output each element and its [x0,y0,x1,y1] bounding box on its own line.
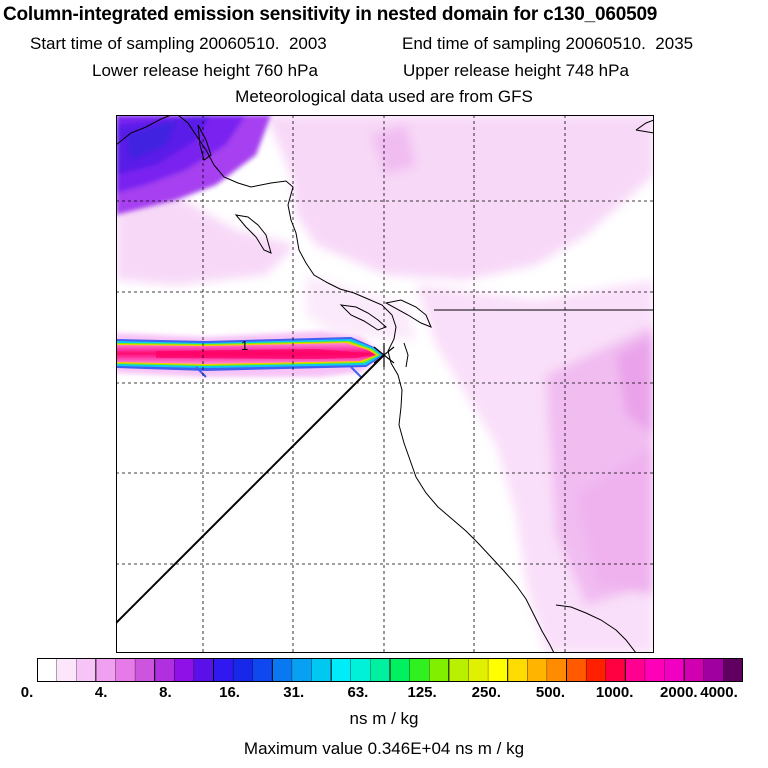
met-note: Meteorological data used are from GFS [235,87,533,106]
sampling-start-label: Start time of sampling [30,34,195,53]
colorbar-cell [330,658,352,682]
colorbar-cell [174,658,195,682]
flight-track [116,354,385,624]
colorbar-cell [448,658,470,682]
colorbar-cell [271,658,293,682]
map-frame [116,115,654,653]
max-value: Maximum value 0.346E+04 ns m / kg [243,739,525,758]
colorbar [37,658,743,682]
colorbar-cell [213,658,235,682]
colorbar-tick-label: 31. [283,684,305,701]
colorbar-cell [389,658,411,682]
colorbar-cell [409,658,430,682]
colorbar-tick-label: 500. [535,684,566,701]
release-lower-value: 760 hPa [254,61,318,80]
release-upper-value: 748 hPa [565,61,629,80]
sensitivity-map: 1 [116,115,654,653]
colorbar-cell [37,658,58,682]
colorbar-cell [134,658,156,682]
colorbar-cell [193,658,215,682]
colorbar-cell [546,658,568,682]
colorbar-cell [723,658,743,682]
colorbar-tick-label: 1000. [595,684,634,701]
colorbar-cell [115,658,136,682]
sampling-end-value: 20060510. 2035 [565,34,694,53]
colorbar-cell [624,658,646,682]
colorbar-cell [95,658,117,682]
colorbar-cell [429,658,450,682]
colorbar-cell [154,658,176,682]
sampling-end: End time of sampling 20060510. 2035 [402,34,693,54]
release-lower-label: Lower release height [92,61,250,80]
colorbar-cell [664,658,685,682]
sampling-start: Start time of sampling 20060510. 2003 [30,34,327,54]
colorbar-cell [585,658,607,682]
release-lower: Lower release height 760 hPa [92,61,318,81]
colorbar-cell [76,658,97,682]
colorbar-units: ns m / kg [349,709,419,728]
release-upper: Upper release height 748 hPa [403,61,629,81]
colorbar-tick-label: 0. [20,684,34,701]
colorbar-tick-label: 4000. [700,684,738,701]
colorbar-cell [311,658,332,682]
colorbar-cell [370,658,391,682]
colorbar-cell [703,658,725,682]
release-upper-label: Upper release height [403,61,561,80]
colorbar-cell [56,658,77,682]
colorbar-tick-label: 8. [159,684,172,701]
colorbar-cell [252,658,273,682]
colorbar-cell [527,658,548,682]
colorbar-cell [350,658,372,682]
colorbar-tick-label: 250. [471,684,501,701]
colorbar-cell [566,658,588,682]
plot-title: Column-integrated emission sensitivity i… [3,4,658,25]
colorbar-cell [605,658,626,682]
colorbar-tick-label: 2000. [660,684,698,701]
colorbar-tick-label: 16. [219,684,240,701]
sampling-end-label: End time of sampling [402,34,561,53]
colorbar-cell [644,658,666,682]
colorbar-tick-label: 4. [94,684,108,701]
sensitivity-field-corner [116,115,271,215]
colorbar-frame [37,658,743,682]
colorbar-cell [487,658,509,682]
colorbar-cell [291,658,313,682]
sampling-start-value: 20060510. 2003 [199,34,327,53]
sensitivity-plume [116,331,384,378]
colorbar-cell [232,658,254,682]
colorbar-tick-label: 125. [407,684,437,701]
colorbar-cell [507,658,529,682]
colorbar-cell [683,658,705,682]
colorbar-cell [468,658,489,682]
contour-label: 1 [241,338,248,353]
coastline [116,115,654,653]
receptor-marker-icon [373,343,395,367]
colorbar-tick-label: 63. [347,684,369,701]
